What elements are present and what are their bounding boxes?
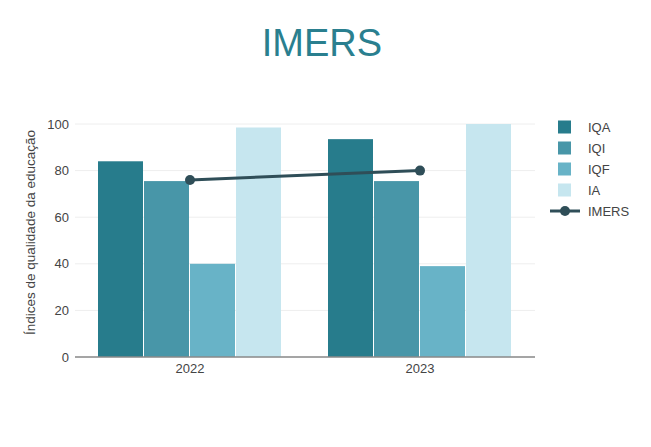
- line: [190, 171, 420, 180]
- y-axis-label: Índices de qualidade da educação: [23, 130, 38, 335]
- bar: [420, 266, 465, 357]
- legend-label: IQF: [588, 162, 610, 177]
- title: IMERS: [262, 22, 382, 64]
- legend-label: IQI: [588, 141, 605, 156]
- legend-label: IQA: [588, 120, 611, 135]
- bar: [190, 264, 235, 357]
- y-tick-label: 40: [55, 256, 69, 271]
- bar: [374, 181, 419, 357]
- legend-label: IMERS: [588, 204, 630, 219]
- x-tick-label: 2023: [406, 361, 435, 376]
- legend-swatch: [558, 163, 571, 176]
- x-tick-label: 2022: [176, 361, 205, 376]
- legend-marker: [560, 206, 570, 216]
- legend-swatch: [558, 142, 571, 155]
- grid-line: [75, 357, 535, 358]
- line-marker: [185, 175, 195, 185]
- bar: [98, 161, 143, 357]
- x-axis: [75, 356, 535, 358]
- marks: [98, 124, 511, 357]
- y-tick-label: 0: [62, 350, 69, 365]
- y-tick-label: 20: [55, 303, 69, 318]
- y-tick-label: 60: [55, 210, 69, 225]
- bar: [144, 181, 189, 357]
- line-marker: [415, 166, 425, 176]
- legend-swatch: [558, 184, 571, 197]
- y-tick-label: 100: [47, 117, 69, 132]
- bar: [466, 124, 511, 357]
- chart: IMERS 0 20 40 60 80 100 Índices de qualidade da…: [0, 0, 651, 447]
- legend-swatch: [558, 121, 571, 134]
- bar: [236, 127, 281, 357]
- legend-label: IA: [588, 183, 601, 198]
- y-tick-label: 80: [55, 163, 69, 178]
